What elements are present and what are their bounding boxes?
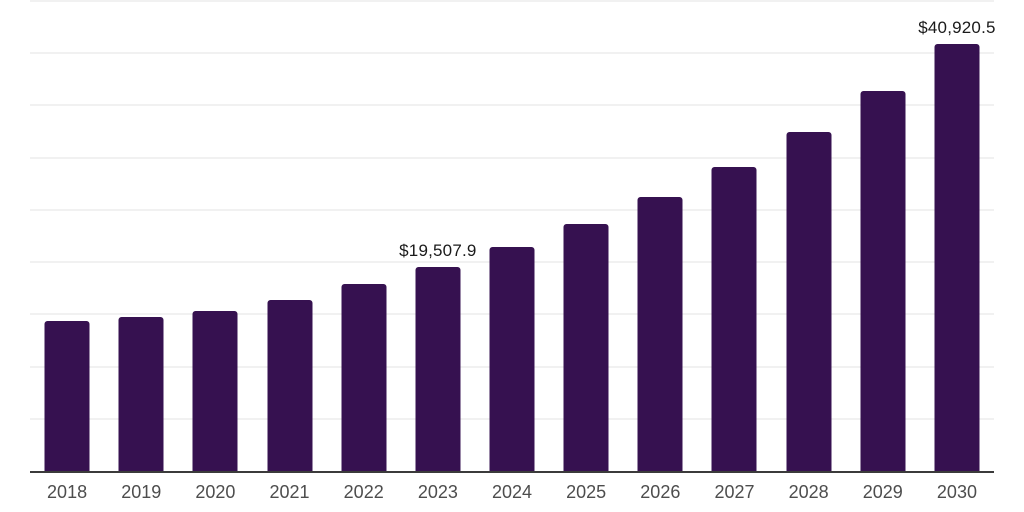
bar-slot-2028 bbox=[772, 1, 846, 471]
bar-2025[interactable] bbox=[563, 224, 609, 471]
x-tick-label-2023: 2023 bbox=[417, 482, 458, 502]
bar-2021[interactable] bbox=[267, 299, 313, 471]
bar-slot-2024 bbox=[475, 1, 549, 471]
bar-value-label-2023: $19,507.9 bbox=[399, 241, 477, 261]
bar-slot-2021 bbox=[252, 1, 326, 471]
bar-slot-2026 bbox=[623, 1, 697, 471]
bar-slot-2029 bbox=[846, 1, 920, 471]
bar-slot-2018 bbox=[30, 1, 104, 471]
bar-slot-2030: $40,920.5 bbox=[918, 1, 996, 471]
bar-2020[interactable] bbox=[192, 310, 238, 471]
bar-value-label-2030: $40,920.5 bbox=[918, 17, 996, 37]
gridline-35000 bbox=[30, 104, 994, 107]
bar-slot-2023: $19,507.9 bbox=[399, 1, 477, 471]
x-tick-label-2029: 2029 bbox=[862, 482, 903, 502]
bar-slot-2027 bbox=[697, 1, 771, 471]
x-tick-label-2020: 2020 bbox=[195, 482, 236, 502]
x-tick-label-2024: 2024 bbox=[491, 482, 533, 502]
gridline-25000 bbox=[30, 208, 994, 211]
bar-2027[interactable] bbox=[711, 167, 757, 471]
bar-2023[interactable] bbox=[415, 267, 461, 471]
bar-slot-2025 bbox=[549, 1, 623, 471]
bar-2019[interactable] bbox=[118, 316, 164, 471]
x-tick-label-2027: 2027 bbox=[714, 482, 755, 502]
bar-2022[interactable] bbox=[341, 283, 387, 471]
x-tick-label-2026: 2026 bbox=[640, 482, 681, 502]
bar-slot-2019 bbox=[104, 1, 178, 471]
bar-2029[interactable] bbox=[860, 91, 906, 471]
x-tick-label-2022: 2022 bbox=[343, 482, 384, 502]
bar-2030[interactable] bbox=[934, 43, 980, 471]
bar-2024[interactable] bbox=[489, 246, 535, 471]
x-axis-labels: 2018 2019 2020 2021 2022 2023 2024 2025 2026 2027… bbox=[30, 473, 994, 512]
gridline-40000 bbox=[30, 52, 994, 55]
gridline-45000 bbox=[30, 0, 994, 2]
x-tick-label-2028: 2028 bbox=[788, 482, 829, 502]
gridline-30000 bbox=[30, 156, 994, 159]
bar-2018[interactable] bbox=[44, 320, 90, 471]
bar-2026[interactable] bbox=[637, 196, 683, 471]
x-tick-label-2025: 2025 bbox=[566, 482, 607, 502]
x-tick-label-2030: 2030 bbox=[936, 482, 977, 502]
x-tick-label-2018: 2018 bbox=[47, 482, 88, 502]
bar-slot-2022 bbox=[327, 1, 401, 471]
bars-row: $19,507.9 $40,920.5 bbox=[30, 1, 996, 471]
bar-2028[interactable] bbox=[786, 131, 832, 471]
plot-area: $19,507.9 $40,920.5 bbox=[30, 0, 996, 473]
x-tick-label-2021: 2021 bbox=[269, 482, 310, 502]
bar-slot-2020 bbox=[178, 1, 252, 471]
x-tick-label-2019: 2019 bbox=[121, 482, 162, 502]
